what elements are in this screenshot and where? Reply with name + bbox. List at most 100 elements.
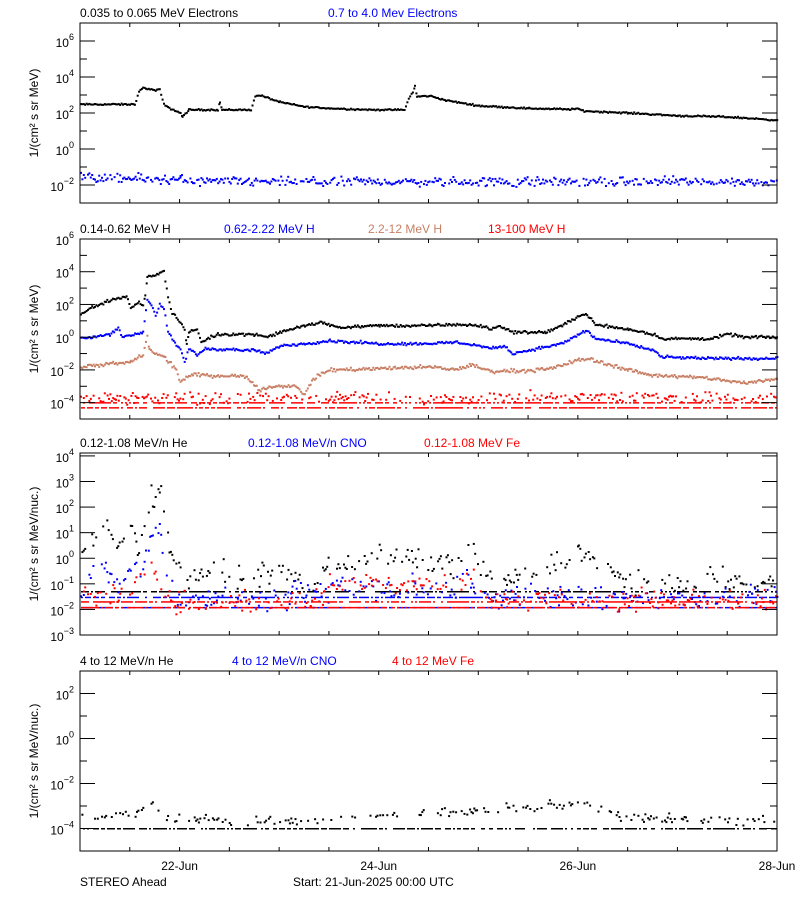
data-point (671, 599, 674, 602)
floor-point (255, 407, 257, 409)
data-point (647, 373, 650, 376)
data-point (232, 601, 235, 604)
data-point (620, 176, 623, 179)
data-point (372, 578, 375, 581)
data-point (436, 341, 439, 344)
floor-point (151, 591, 153, 593)
floor-point (111, 596, 113, 599)
data-point (273, 334, 276, 337)
data-point (393, 397, 396, 400)
data-point (719, 398, 722, 401)
data-point (724, 598, 727, 601)
data-point (712, 357, 714, 360)
data-point (658, 336, 661, 339)
data-point (635, 392, 638, 395)
data-point (167, 531, 170, 534)
floor-point (243, 591, 245, 593)
data-point (528, 332, 531, 334)
floor-point (257, 402, 259, 404)
floor-point (755, 402, 757, 404)
data-point (413, 179, 416, 181)
data-point (494, 346, 497, 349)
floor-point (539, 407, 541, 409)
data-point (154, 89, 157, 92)
data-point (211, 376, 214, 379)
data-point (445, 556, 448, 559)
floor-point (609, 591, 611, 593)
floor-point (353, 596, 355, 599)
data-point (111, 330, 114, 333)
data-point (461, 323, 464, 326)
data-point (514, 599, 517, 602)
data-point (183, 328, 186, 331)
floor-point (173, 601, 175, 603)
floor-point (183, 407, 185, 409)
data-point (701, 356, 704, 359)
data-point (294, 327, 297, 329)
data-point (287, 175, 290, 178)
floor-point (343, 591, 345, 593)
data-point (544, 368, 547, 371)
data-point (439, 178, 442, 181)
data-point (616, 571, 619, 574)
data-point (290, 396, 292, 399)
data-point (236, 109, 239, 112)
floor-point (363, 402, 365, 404)
floor-point (381, 402, 383, 404)
data-point (470, 344, 473, 347)
data-point (275, 385, 277, 388)
data-point (708, 378, 711, 381)
data-point (479, 590, 482, 593)
floor-point (193, 402, 195, 404)
data-point (273, 99, 276, 102)
data-point (434, 342, 437, 345)
floor-point (665, 402, 667, 404)
data-point (601, 111, 604, 114)
data-point (115, 362, 117, 365)
data-point (111, 297, 114, 300)
floor-point (181, 402, 183, 404)
data-point (266, 399, 269, 402)
data-point (742, 380, 745, 383)
data-point (553, 366, 556, 369)
data-point (690, 338, 693, 341)
data-point (519, 331, 522, 334)
floor-point (299, 402, 301, 404)
floor-point (381, 596, 383, 599)
data-point (759, 335, 762, 338)
data-point (625, 328, 628, 331)
data-point (407, 591, 410, 594)
data-point (96, 305, 99, 308)
floor-point (203, 606, 205, 609)
panels: 0.035 to 0.065 MeV Electrons 0.7 to 4.0 M… (27, 6, 779, 852)
floor-point (223, 596, 225, 599)
data-point (432, 181, 435, 184)
data-point (710, 356, 713, 359)
data-point (738, 380, 741, 383)
data-point (638, 113, 641, 116)
data-point (724, 395, 726, 398)
data-point (677, 183, 680, 186)
data-point (163, 308, 165, 311)
data-point (81, 367, 84, 370)
data-point (494, 326, 497, 329)
floor-point (543, 591, 545, 593)
data-point (742, 337, 745, 340)
data-point (731, 380, 734, 383)
floor-point (617, 402, 619, 404)
floor-point (201, 402, 203, 404)
data-point (183, 392, 186, 395)
data-point (374, 180, 376, 183)
floor-point (413, 596, 415, 599)
data-point (644, 392, 647, 395)
data-point (400, 583, 403, 586)
data-point (182, 326, 185, 329)
data-point (218, 334, 221, 337)
floor-point (449, 591, 451, 593)
floor-point (367, 601, 369, 603)
data-point (621, 341, 624, 344)
data-point (528, 182, 530, 185)
floor-point (313, 601, 315, 603)
floor-point (731, 596, 733, 599)
data-point (330, 107, 333, 110)
